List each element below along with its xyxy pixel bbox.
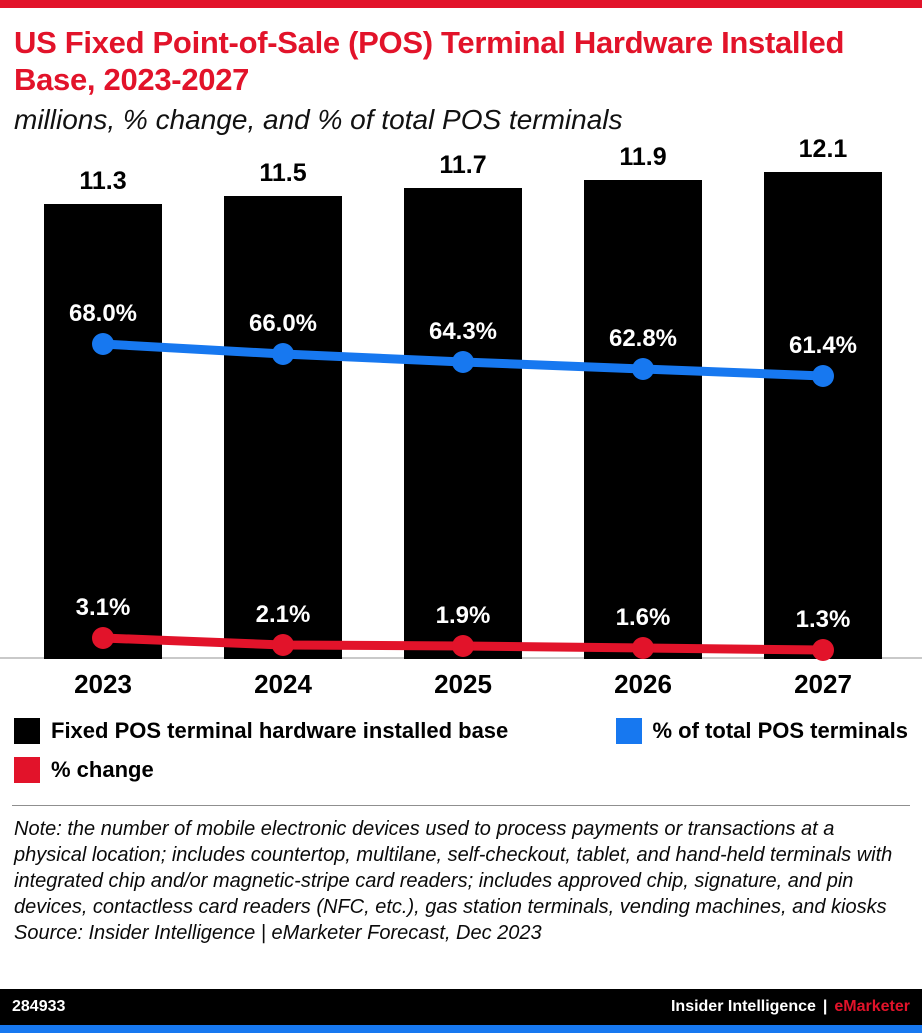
chart-title: US Fixed Point-of-Sale (POS) Terminal Ha… xyxy=(14,25,845,98)
bar-value-label-2025: 11.7 xyxy=(439,151,487,180)
line-value-label: 62.8% xyxy=(608,325,678,353)
line-value-label: 1.6% xyxy=(615,604,671,632)
bar-value-label-2027: 12.1 xyxy=(798,135,848,164)
note-block: Note: the number of mobile electronic de… xyxy=(14,816,908,946)
x-axis-label-2023: 2023 xyxy=(74,669,132,700)
bar-2025 xyxy=(404,188,522,660)
legend-item-change: % change xyxy=(14,757,154,784)
line-value-label: 64.3% xyxy=(428,318,498,346)
legend-row-1: Fixed POS terminal hardware installed ba… xyxy=(14,718,909,745)
bar-2027 xyxy=(764,172,882,660)
data-point xyxy=(272,343,294,366)
data-point xyxy=(452,635,474,658)
source-text: Source: Insider Intelligence | eMarketer… xyxy=(14,922,542,945)
note-text: Note: the number of mobile electronic de… xyxy=(14,818,893,919)
legend-label-change: % change xyxy=(51,757,154,783)
chart-id: 284933 xyxy=(12,998,66,1015)
bar-value-label-2026: 11.9 xyxy=(619,143,667,172)
line-value-label: 1.3% xyxy=(795,606,851,634)
line-value-label: 2.1% xyxy=(255,601,311,629)
legend-label-share: % of total POS terminals xyxy=(652,718,909,744)
chart-area: 11.3 11.5 11.7 11.9 12.1 68.0% 66.0% 64.3% 62.8%… xyxy=(0,135,922,706)
bar-2026 xyxy=(584,180,702,660)
bar-value-label-2024: 11.5 xyxy=(259,159,307,188)
legend-swatch-change xyxy=(14,757,40,784)
x-axis-label-2026: 2026 xyxy=(614,669,672,700)
data-point xyxy=(632,358,654,381)
line-value-label: 61.4% xyxy=(788,332,858,360)
data-point xyxy=(812,639,834,662)
legend-item-installed-base: Fixed POS terminal hardware installed ba… xyxy=(14,718,509,745)
data-point xyxy=(452,351,474,374)
legend: Fixed POS terminal hardware installed ba… xyxy=(14,718,909,784)
legend-item-share: % of total POS terminals xyxy=(615,718,909,745)
x-axis-label-2027: 2027 xyxy=(794,669,852,700)
line-value-label: 1.9% xyxy=(435,602,491,630)
line-value-label: 66.0% xyxy=(248,310,318,338)
data-point xyxy=(92,627,114,650)
data-point xyxy=(272,634,294,657)
note-divider xyxy=(12,805,910,807)
data-point xyxy=(632,637,654,660)
legend-swatch-share xyxy=(615,718,642,745)
data-point xyxy=(812,365,834,388)
legend-swatch-installed-base xyxy=(14,718,40,745)
brand-emarketer: eMarketer xyxy=(834,998,910,1015)
bar-2024 xyxy=(224,196,342,660)
top-accent-bar xyxy=(0,0,922,8)
data-point xyxy=(92,333,114,356)
brand-insider-intelligence: Insider Intelligence xyxy=(670,998,816,1015)
footer-brand: Insider Intelligence | eMarketer xyxy=(671,998,910,1016)
brand-separator: | xyxy=(822,998,828,1015)
x-axis-label-2024: 2024 xyxy=(254,669,312,700)
footer-bar: 284933 Insider Intelligence | eMarketer xyxy=(0,989,922,1025)
bar-value-label-2023: 11.3 xyxy=(79,167,127,196)
bottom-accent-strip xyxy=(0,1025,922,1033)
legend-label-installed-base: Fixed POS terminal hardware installed ba… xyxy=(51,718,509,744)
chart-subtitle: millions, % change, and % of total POS t… xyxy=(14,104,623,136)
line-layer xyxy=(92,333,834,662)
x-axis-label-2025: 2025 xyxy=(434,669,492,700)
bar-2023 xyxy=(44,204,162,660)
line-value-label: 68.0% xyxy=(68,300,138,328)
legend-row-2: % change xyxy=(14,757,908,784)
line-value-label: 3.1% xyxy=(75,594,131,622)
